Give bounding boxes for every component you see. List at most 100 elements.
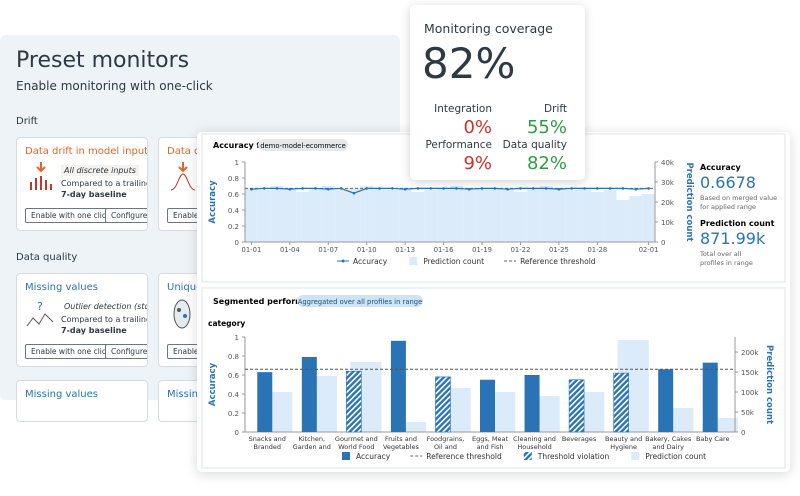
accuracy-point — [326, 187, 330, 191]
subtitle: Enable monitoring with one-click — [16, 79, 213, 93]
metric-label: Data quality — [502, 139, 567, 151]
accuracy-point — [403, 187, 407, 191]
button[interactable]: Configure — [105, 208, 147, 223]
x-tick-label: 01-22 — [511, 246, 531, 254]
y2-axis-label: Prediction count — [684, 162, 694, 241]
count-bar — [245, 188, 258, 242]
accuracy-point — [275, 187, 279, 190]
count-bar — [347, 188, 361, 242]
group-label: category — [208, 319, 245, 328]
count-bar — [642, 194, 655, 242]
count-bar — [334, 190, 348, 242]
card-title: Monitoring coverage — [424, 21, 553, 36]
y2-axis-label: Prediction count — [764, 345, 774, 424]
x-tick-label: 01-25 — [549, 246, 569, 254]
y2-tick-label: 0 — [741, 429, 745, 437]
summary-label: Accuracy — [700, 163, 741, 172]
y2-tick-label: 150k — [741, 369, 759, 377]
card-title: Data dri — [167, 146, 208, 157]
count-bar — [501, 190, 515, 242]
count-bar — [629, 196, 643, 242]
count-bar — [283, 188, 297, 242]
card-title: Unique v — [167, 282, 212, 293]
accuracy-point — [596, 187, 599, 190]
accuracy-bar — [658, 369, 674, 432]
y2-tick-label: 20k — [661, 199, 675, 207]
x-tick-label: 01-19 — [472, 246, 492, 254]
accuracy-point — [544, 187, 548, 190]
count-bar — [539, 186, 553, 242]
button[interactable]: Enable with one click — [25, 344, 117, 359]
monitor-card[interactable]: Data drift in model inputs All discrete … — [16, 137, 148, 231]
accuracy-point — [352, 191, 356, 195]
accuracy-point — [519, 187, 522, 190]
metric-value: 55% — [526, 117, 567, 138]
count-bar — [616, 200, 630, 242]
x-tick-label: 01-04 — [280, 246, 300, 254]
badge-text: demo-model-ecommerce — [260, 142, 346, 150]
accuracy-point — [339, 187, 343, 190]
button[interactable]: Configure — [105, 344, 147, 359]
count-bar — [590, 192, 604, 242]
accuracy-point — [416, 187, 420, 190]
count-bar — [424, 190, 438, 242]
card-text: 7-day baseline — [61, 326, 127, 335]
card-text: Compared to a trailing — [61, 315, 148, 324]
x-tick-label: World Food — [338, 443, 374, 451]
x-tick-label: Baby Care — [696, 435, 730, 443]
count-bar — [462, 190, 476, 242]
coverage-card: Monitoring coverage 82% Integration 0% Dri… — [410, 5, 585, 180]
accuracy-bar — [524, 375, 540, 432]
y-tick-label: 0.2 — [228, 223, 239, 231]
legend-label: Accuracy — [356, 452, 391, 461]
accuracy-point — [288, 187, 292, 191]
coverage-value: 82% — [422, 39, 516, 88]
accuracy-point — [608, 187, 612, 190]
count-bar — [552, 188, 566, 242]
metric-label: Drift — [544, 103, 567, 115]
section — [201, 287, 786, 469]
accuracy-point — [442, 187, 445, 190]
violation-bar — [435, 376, 451, 433]
accuracy-point — [647, 187, 650, 190]
count-bar — [578, 188, 591, 242]
card-title: Data drift in model inputs — [25, 146, 148, 157]
legend-swatch — [341, 259, 345, 263]
x-tick-label: Snacks and — [249, 435, 286, 443]
accuracy-point — [250, 187, 253, 191]
button[interactable]: Enable with one click — [25, 208, 117, 223]
metric-label: Performance — [425, 139, 492, 151]
icon — [170, 162, 196, 191]
accuracy-point — [480, 187, 484, 190]
legend-swatch — [409, 257, 418, 265]
accuracy-bar — [257, 372, 273, 432]
violation-bar — [613, 372, 629, 433]
summary-note: profiles in range — [700, 259, 753, 267]
metric-value: 9% — [463, 153, 492, 174]
y2-tick-label: 30k — [661, 179, 675, 187]
badge — [258, 139, 348, 151]
monitor-card[interactable]: Missing values — [16, 380, 148, 422]
legend-label: Prediction count — [645, 452, 706, 461]
y-tick-label: 0 — [235, 429, 239, 437]
x-tick-label: 02-01 — [639, 246, 659, 254]
bars — [245, 186, 655, 242]
legend-label: Reference threshold — [520, 257, 596, 266]
y2-tick-label: 100k — [741, 389, 759, 397]
accuracy-bar — [301, 356, 317, 432]
badge — [297, 295, 423, 307]
y-tick-label: 0.8 — [228, 353, 239, 361]
section-heading: Data quality — [16, 252, 78, 263]
chart-title: Segmented performance — [213, 297, 325, 306]
legend-label: Accuracy — [353, 257, 388, 266]
legend-swatch — [342, 452, 350, 460]
accuracy-point — [378, 187, 381, 190]
y-tick-label: 0.4 — [228, 391, 240, 399]
x-tick-label: Beverages — [562, 435, 597, 443]
monitor-card[interactable]: Missing values ? Outlier detection (stdd… — [16, 273, 148, 367]
accuracy-point — [391, 187, 394, 190]
accuracy-point — [429, 187, 433, 190]
legend-label: Prediction count — [423, 257, 484, 266]
